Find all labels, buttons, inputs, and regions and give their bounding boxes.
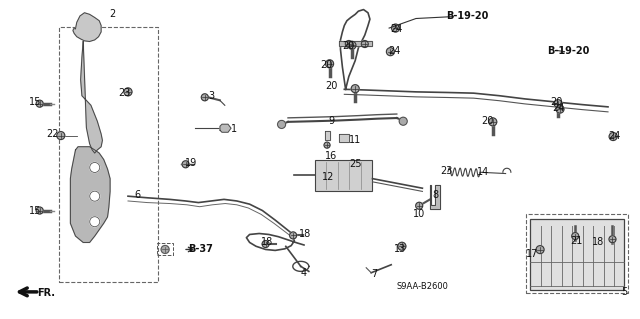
Circle shape [90,191,100,201]
Circle shape [362,41,368,48]
Text: 17: 17 [526,249,539,259]
Circle shape [346,41,352,48]
Circle shape [124,88,132,96]
Circle shape [609,236,616,243]
Text: 6: 6 [134,189,141,200]
Text: 22: 22 [46,129,59,139]
Polygon shape [73,13,101,41]
Circle shape [351,85,359,93]
Text: B-19-20: B-19-20 [446,11,488,21]
Text: 7: 7 [371,269,378,279]
Polygon shape [325,131,330,140]
Circle shape [90,162,100,173]
Circle shape [90,217,100,227]
Text: 25: 25 [349,159,362,169]
Circle shape [392,24,399,32]
Text: FR.: FR. [37,287,55,298]
Text: 3: 3 [208,91,214,101]
Text: 20: 20 [325,81,338,91]
Text: 24: 24 [390,24,403,34]
Text: 20: 20 [320,60,333,70]
Circle shape [536,246,544,254]
Circle shape [416,202,422,209]
Bar [157,243,173,256]
Circle shape [36,207,43,214]
Bar [59,27,158,282]
Circle shape [36,100,43,107]
Text: 24: 24 [388,46,401,56]
Text: 20: 20 [481,116,494,126]
Text: 20: 20 [342,41,355,51]
Polygon shape [81,41,102,153]
Text: 5: 5 [621,287,627,297]
Circle shape [161,245,169,254]
Text: 18: 18 [298,229,311,240]
Circle shape [554,100,562,108]
Text: 10: 10 [413,209,426,219]
Text: 12: 12 [321,172,334,182]
Text: S9AA-B2600: S9AA-B2600 [396,282,449,291]
Circle shape [290,232,296,239]
Text: 2: 2 [109,9,115,19]
Circle shape [262,241,269,248]
Polygon shape [339,134,349,142]
Bar [526,214,628,293]
Text: 1: 1 [230,124,237,134]
Text: 16: 16 [324,151,337,161]
Text: 18: 18 [591,237,604,248]
Circle shape [278,120,285,129]
Text: 8: 8 [432,189,438,200]
Circle shape [398,242,406,250]
Text: 20: 20 [550,97,563,107]
Text: 15: 15 [29,205,42,216]
Text: 15: 15 [29,97,42,107]
Polygon shape [339,41,372,46]
Text: 14: 14 [477,167,490,177]
Text: 13: 13 [394,244,406,254]
Text: B-19-20: B-19-20 [547,46,589,56]
Circle shape [489,118,497,126]
Polygon shape [430,185,440,209]
Circle shape [387,48,394,56]
Circle shape [609,132,617,141]
Text: 24: 24 [552,103,564,114]
Circle shape [556,105,564,113]
Bar [530,219,625,291]
Text: 11: 11 [349,135,362,145]
Circle shape [324,142,330,148]
Text: 18: 18 [261,237,274,248]
Text: 23: 23 [118,87,131,98]
Circle shape [572,233,579,240]
Text: 23: 23 [440,166,452,176]
Circle shape [326,60,333,68]
Circle shape [399,117,407,125]
Circle shape [182,161,189,168]
Bar [315,160,372,191]
Text: 19: 19 [184,158,197,168]
Text: B-37: B-37 [188,244,212,255]
Text: 24: 24 [608,130,621,141]
Text: 21: 21 [570,236,582,246]
Text: 9: 9 [328,116,335,126]
Circle shape [57,131,65,140]
Polygon shape [70,147,110,242]
Text: 4: 4 [301,268,307,278]
Polygon shape [220,124,231,132]
Circle shape [348,41,356,49]
Circle shape [202,94,208,101]
